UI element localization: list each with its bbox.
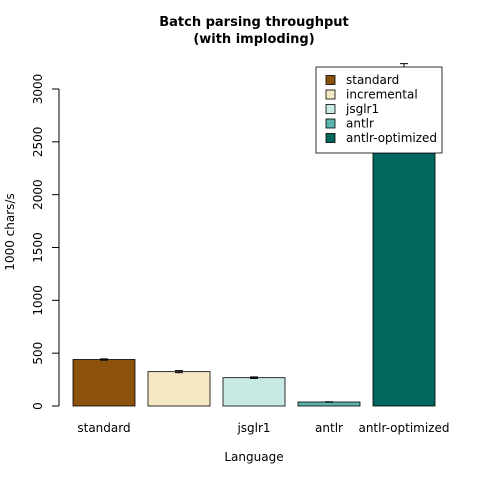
chart-title-line-1: Batch parsing throughput <box>159 15 349 30</box>
x-tick-labels: standard jsglr1 antlr antlr-optimized <box>77 421 449 435</box>
bar-jsglr1 <box>222 377 286 407</box>
legend-label-antlr-optimized: antlr-optimized <box>346 131 437 145</box>
legend-swatch-antlr <box>325 118 336 129</box>
y-tick-label: 3000 <box>31 74 45 105</box>
legend-label-incremental: incremental <box>346 88 418 102</box>
x-tick-label-jsglr1: jsglr1 <box>236 421 270 435</box>
y-tick-label: 1500 <box>31 232 45 263</box>
x-tick-label-antlr-optimized: antlr-optimized <box>358 421 449 435</box>
legend-swatch-antlr-optimized <box>325 133 336 143</box>
y-tick-label: 1000 <box>31 285 45 316</box>
legend-box <box>315 66 443 154</box>
legend: standardincrementaljsglr1antlrantlr-opti… <box>315 66 443 154</box>
legend-label-standard: standard <box>346 73 399 87</box>
y-tick-label: 2000 <box>31 179 45 210</box>
y-tick-label: 2500 <box>31 127 45 158</box>
legend-label-antlr: antlr <box>346 117 374 131</box>
y-axis: 0 500 1000 1500 2000 2500 3000 <box>31 74 60 410</box>
x-tick-label-antlr: antlr <box>315 421 343 435</box>
y-tick-label: 500 <box>31 342 45 365</box>
legend-swatch-incremental <box>325 89 336 100</box>
x-tick-label-standard: standard <box>77 421 130 435</box>
error-bar-jsglr1 <box>250 376 258 379</box>
legend-label-jsglr1: jsglr1 <box>345 102 379 116</box>
y-tick-label: 0 <box>31 402 45 410</box>
error-bar-standard <box>100 358 108 361</box>
bar-incremental <box>147 371 211 407</box>
y-axis-label: 1000 chars/s <box>3 193 17 270</box>
bar-standard <box>72 359 136 407</box>
error-bar-incremental <box>175 370 183 374</box>
legend-swatch-standard <box>325 75 336 85</box>
x-axis-label: Language <box>224 450 283 464</box>
legend-swatch-jsglr1 <box>325 104 336 114</box>
chart-title-line-2: (with imploding) <box>193 32 314 47</box>
